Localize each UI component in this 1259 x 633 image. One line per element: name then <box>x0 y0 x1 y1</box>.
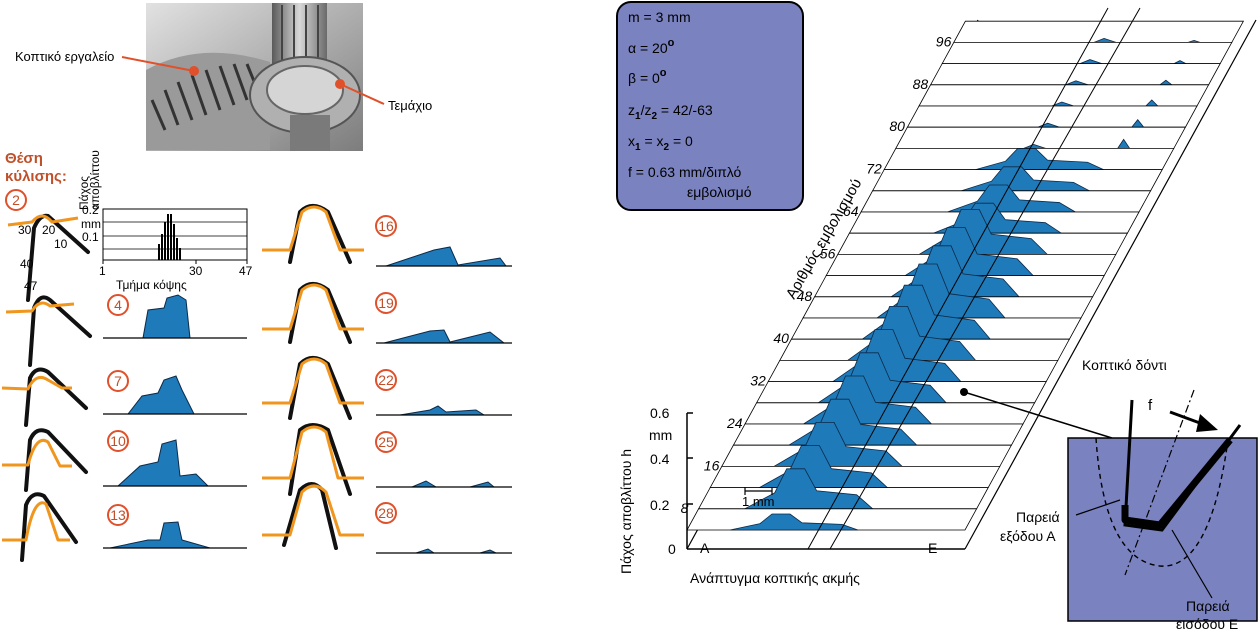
histogram-ylabel-line2: αποβλίττου <box>88 150 102 210</box>
stroke-number-label: 56 <box>820 245 836 261</box>
position-number: 4 <box>114 297 122 313</box>
entry-flank-label-line1: Παρειά <box>1186 598 1230 614</box>
stroke-number-labels: 8 16 24 32 40 48 56 64 72 80 88 96 <box>681 33 952 515</box>
rolling-position-10: 10 <box>2 428 247 492</box>
histogram-ytick-0.1: 0.1 <box>82 230 99 244</box>
waterfall-plot <box>686 7 1257 550</box>
entry-flank-label-line2: εισόδου Ε <box>1176 616 1238 632</box>
waterfall-ytick-0: 0 <box>668 541 676 557</box>
rolling-position-28: 28 <box>262 482 512 554</box>
param-profile-shift: x1 = x2 = 0 <box>628 133 693 153</box>
param-feed-line2: εμβολισμό <box>687 184 752 200</box>
waterfall-yaxis <box>686 412 693 549</box>
histogram-xtick-1: 1 <box>99 264 106 278</box>
tooth-label: Κοπτικό δόντι <box>1082 357 1167 373</box>
segment-label-20: 20 <box>42 223 56 237</box>
histogram-xlabel: Τμήμα κόψης <box>116 278 187 292</box>
stroke-number-label: 40 <box>773 330 789 346</box>
waterfall-slice <box>686 508 978 531</box>
waterfall-slice <box>697 468 989 510</box>
workpiece-label: Τεμάχιο <box>388 98 432 113</box>
rolling-position-7: 7 <box>1 367 247 427</box>
stroke-number-label: 48 <box>797 288 813 304</box>
parameters-box <box>616 1 804 211</box>
scale-bar <box>744 487 773 495</box>
feed-label: f <box>1148 397 1153 414</box>
stroke-number-label: 72 <box>866 161 882 177</box>
rolling-position-2: 2 30 20 10 40 47 <box>5 189 90 302</box>
tooth-inset <box>960 388 1258 622</box>
parameters-text: m = 3 mm α = 20o β = 0o z1/z2 = 42/-63 x… <box>628 9 752 200</box>
chip-histogram <box>102 208 248 264</box>
rolling-position-4: 4 <box>5 294 247 367</box>
scale-bar-label: 1 mm <box>742 494 775 509</box>
exit-flank-label-line1: Παρειά <box>1016 509 1060 525</box>
exit-flank-label-line2: εξόδου Α <box>1000 528 1056 544</box>
position-number: 19 <box>378 295 394 311</box>
param-pressure-angle: α = 20o <box>628 37 675 56</box>
segment-label-30: 30 <box>18 223 32 237</box>
rolling-title-line2: κύλισης: <box>5 168 67 185</box>
position-number: 7 <box>114 373 122 389</box>
rolling-position-25: 25 <box>262 423 512 496</box>
position-number: 13 <box>110 507 126 523</box>
histogram-ytick-0.2: 0.2 <box>82 203 99 217</box>
position-number: 2 <box>12 192 20 208</box>
waterfall-slices <box>686 20 1245 531</box>
rolling-position-16: 16 <box>262 204 512 267</box>
waterfall-start-label: A <box>700 540 710 556</box>
histogram-ylabel-line1: Πάχος <box>77 176 91 210</box>
gear-photo <box>146 3 363 151</box>
stroke-number-label: 32 <box>750 373 766 389</box>
rolling-position-19: 19 <box>262 282 512 344</box>
waterfall-end-label: E <box>928 540 937 556</box>
param-helix-angle: β = 0o <box>628 67 667 86</box>
rolling-title-line1: Θέση <box>5 150 43 167</box>
param-feed-line1: f = 0.63 mm/διπλό <box>628 164 742 180</box>
photo-callouts <box>121 56 385 105</box>
position-number: 16 <box>378 218 394 234</box>
stroke-number-label: 80 <box>889 118 905 134</box>
waterfall-slice <box>883 148 1175 170</box>
waterfall-ytick-unit: mm <box>649 427 672 443</box>
rolling-position-13: 13 <box>2 492 247 562</box>
position-number: 28 <box>378 505 394 521</box>
position-number: 25 <box>378 434 394 450</box>
stroke-number-label: 96 <box>936 33 952 49</box>
waterfall-ytick-0.4: 0.4 <box>650 451 670 467</box>
segment-label-47: 47 <box>24 279 38 293</box>
histogram-xtick-47: 47 <box>239 264 253 278</box>
stroke-number-label: 64 <box>843 203 859 219</box>
stroke-number-label: 16 <box>704 457 720 473</box>
segment-label-10: 10 <box>54 237 68 251</box>
stroke-number-label: 88 <box>913 76 929 92</box>
waterfall-ytick-0.6: 0.6 <box>650 405 670 421</box>
rolling-position-22: 22 <box>262 356 512 420</box>
waterfall-ylabel: Πάχος αποβλίττου h <box>618 449 634 574</box>
histogram-xtick-30: 30 <box>189 264 203 278</box>
position-number: 10 <box>110 433 126 449</box>
waterfall-xlabel: Ανάπτυγμα κοπτικής ακμής <box>690 570 860 586</box>
param-teeth-ratio: z1/z2 = 42/-63 <box>628 102 713 122</box>
stroke-number-label: 8 <box>681 500 689 516</box>
tool-label: Κοπτικό εργαλείο <box>15 49 114 64</box>
stroke-number-label: 24 <box>726 415 743 431</box>
histogram-bars <box>158 214 181 260</box>
histogram-ytick-unit: mm <box>81 217 101 231</box>
segment-label-40: 40 <box>20 257 34 271</box>
position-number: 22 <box>378 372 394 388</box>
waterfall-ytick-0.2: 0.2 <box>650 497 670 513</box>
param-module: m = 3 mm <box>628 9 691 25</box>
